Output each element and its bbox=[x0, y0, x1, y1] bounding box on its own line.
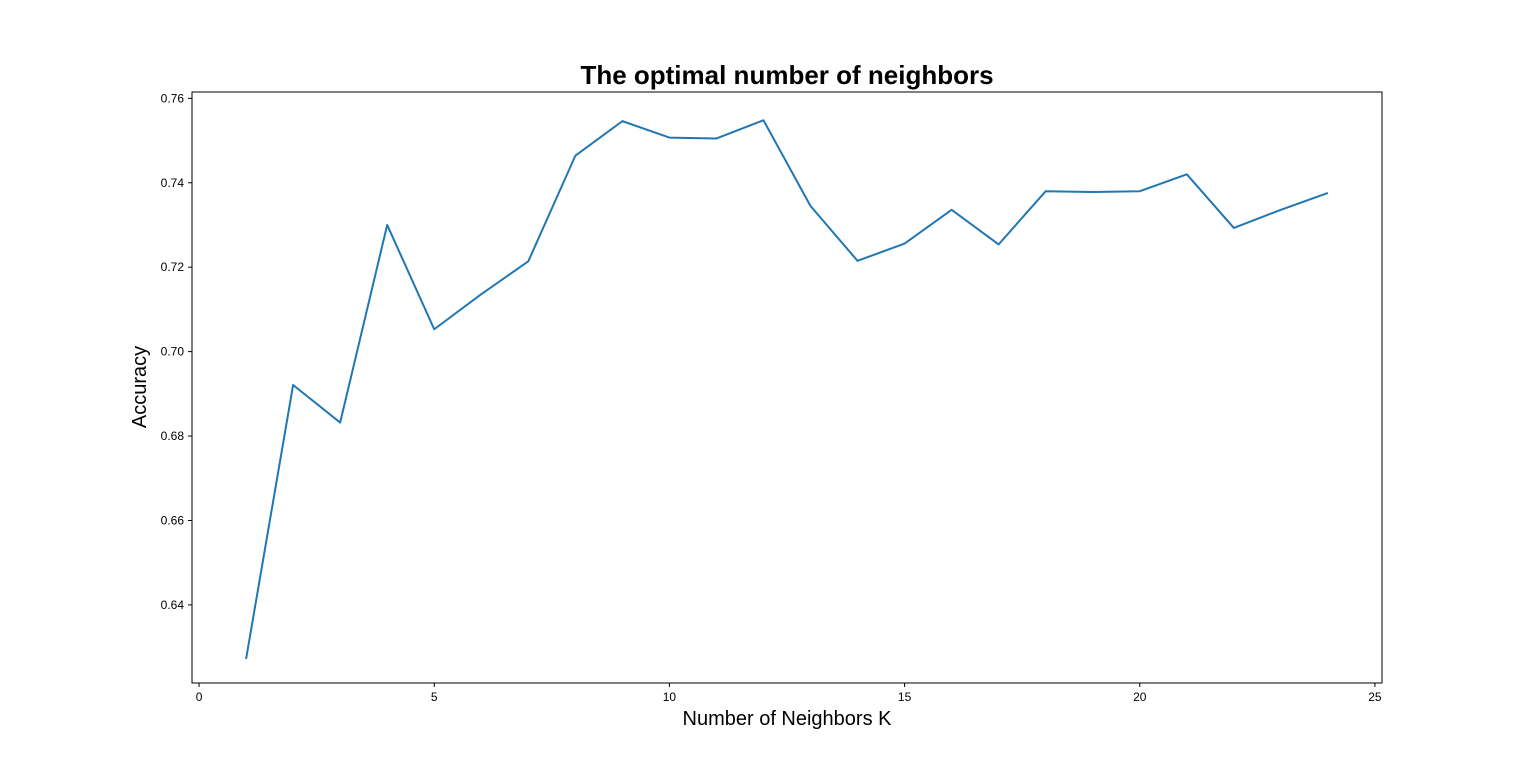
x-tick-label: 0 bbox=[196, 690, 203, 704]
y-tick-label: 0.72 bbox=[161, 260, 185, 274]
x-tick-label: 15 bbox=[898, 690, 912, 704]
x-tick-label: 10 bbox=[663, 690, 677, 704]
x-axis-label: Number of Neighbors K bbox=[683, 708, 893, 730]
axes-frame bbox=[191, 91, 1383, 684]
y-tick-label: 0.70 bbox=[161, 345, 185, 359]
y-tick-label: 0.76 bbox=[161, 91, 185, 105]
y-tick-label: 0.64 bbox=[161, 598, 185, 612]
y-axis-label: Accuracy bbox=[129, 346, 151, 428]
accuracy-series-line bbox=[245, 119, 1329, 660]
y-tick-label: 0.74 bbox=[161, 176, 185, 190]
x-tick-label: 25 bbox=[1368, 690, 1382, 704]
plot-area: 0 5 10 15 20 25 0.64 0.66 0.68 0.70 0.72 0.74 0.76 bbox=[161, 91, 1383, 704]
x-tick-label: 5 bbox=[431, 690, 438, 704]
y-axis-ticks: 0.64 0.66 0.68 0.70 0.72 0.74 0.76 bbox=[161, 91, 192, 612]
x-tick-label: 20 bbox=[1133, 690, 1147, 704]
chart-title: The optimal number of neighbors bbox=[580, 60, 993, 90]
x-axis-ticks: 0 5 10 15 20 25 bbox=[196, 683, 1382, 704]
y-tick-label: 0.68 bbox=[161, 429, 185, 443]
y-tick-label: 0.66 bbox=[161, 513, 185, 527]
